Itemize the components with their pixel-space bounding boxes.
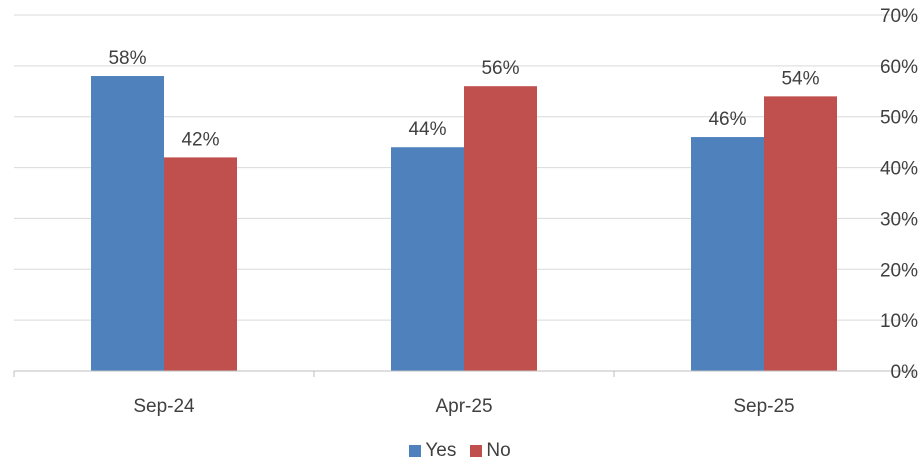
y-tick-label: 0% [891, 362, 919, 383]
data-label: 58% [108, 48, 146, 69]
y-tick-label: 50% [880, 108, 918, 129]
legend-swatch-yes [409, 445, 422, 457]
data-label: 54% [781, 68, 819, 89]
data-labels: 58% 42% 44% 56% 46% 54% [108, 48, 819, 150]
data-label: 56% [481, 58, 519, 79]
y-tick-label: 10% [880, 311, 918, 332]
y-axis-ticks: 0% 10% 20% 30% 40% 50% 60% 70% [880, 6, 918, 383]
y-tick-label: 70% [880, 6, 918, 27]
bar-yes [391, 147, 464, 371]
x-category-label: Sep-25 [733, 396, 794, 417]
legend: Yes No [0, 440, 920, 462]
bar-no [164, 157, 237, 371]
bar-chart: 0%10%20%30%40%50%60%70% Sep-24 Apr-25 Sep-… [13, 6, 918, 417]
legend-label-no: No [486, 440, 511, 461]
x-category-label: Sep-24 [133, 396, 195, 417]
x-category-label: Apr-25 [435, 396, 492, 417]
legend-swatch-no [470, 445, 483, 457]
y-tick-label: 30% [880, 209, 918, 230]
legend-item-yes: Yes [409, 440, 456, 462]
x-axis-categories: Sep-24 Apr-25 Sep-25 [133, 396, 794, 417]
bar-no [764, 96, 837, 371]
legend-label-yes: Yes [425, 440, 457, 461]
y-tick-label: 40% [880, 159, 918, 180]
data-label: 46% [708, 109, 746, 130]
x-axis [13, 370, 915, 377]
bar-no [464, 86, 537, 371]
bars [91, 76, 837, 372]
bar-yes [91, 76, 164, 372]
y-tick-label: 20% [880, 260, 918, 281]
y-tick-label: 60% [880, 57, 918, 78]
data-label: 42% [181, 129, 219, 150]
legend-item-no: No [470, 440, 511, 462]
bar-yes [691, 137, 764, 371]
data-label: 44% [408, 119, 446, 140]
